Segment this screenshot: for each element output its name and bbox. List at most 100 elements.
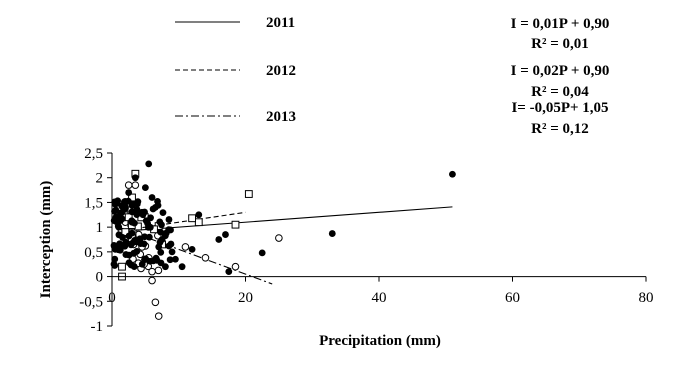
y-tick-label: 1 <box>96 220 104 236</box>
equation-2011: I = 0,01P + 0,90 <box>511 16 610 32</box>
data-point <box>133 211 141 218</box>
equation-2012: I = 0,02P + 0,90 <box>511 63 610 79</box>
data-point <box>152 254 160 262</box>
data-point <box>112 218 120 225</box>
data-point <box>125 189 133 196</box>
r-squared-2013: R² = 0,12 <box>531 121 589 137</box>
legend: 2011 2012 2013 <box>175 15 296 125</box>
data-point <box>142 255 150 263</box>
data-point <box>155 243 163 251</box>
data-point <box>133 248 141 255</box>
data-point <box>172 255 179 263</box>
data-point <box>118 208 126 216</box>
data-point <box>178 263 186 271</box>
data-point <box>151 203 159 211</box>
data-point <box>225 268 233 276</box>
data-point <box>144 223 152 231</box>
data-point <box>145 160 153 168</box>
data-point <box>128 218 136 226</box>
data-point <box>131 174 139 182</box>
data-point <box>194 218 203 227</box>
data-point <box>158 236 166 243</box>
data-point <box>148 276 156 285</box>
data-point <box>138 208 146 216</box>
equation-2013: I= -0,05P+ 1,05 <box>511 100 608 116</box>
x-tick-label: 0 <box>108 290 116 306</box>
data-point <box>121 199 129 206</box>
data-point <box>151 298 160 307</box>
data-point <box>167 240 175 248</box>
data-point <box>154 312 163 320</box>
data-point <box>449 170 456 178</box>
x-tick-label: 60 <box>505 290 520 306</box>
data-point <box>148 194 156 201</box>
data-point <box>114 199 121 207</box>
data-point <box>188 214 196 223</box>
y-tick-label: -0,5 <box>79 294 103 310</box>
data-point <box>157 248 165 256</box>
data-point <box>131 236 139 244</box>
data-point <box>328 230 336 237</box>
data-point <box>231 262 240 271</box>
data-point <box>111 245 119 253</box>
data-point <box>122 238 130 246</box>
data-point <box>154 197 161 205</box>
y-tick-label: -1 <box>91 319 104 335</box>
data-point <box>162 263 169 271</box>
x-tick-label: 20 <box>238 290 253 306</box>
data-point <box>165 216 173 223</box>
data-point <box>115 223 123 231</box>
data-point <box>215 236 223 243</box>
data-point <box>222 231 229 238</box>
data-point <box>111 255 119 263</box>
data-point <box>159 209 167 217</box>
plot-area <box>110 160 456 320</box>
data-point <box>157 228 164 236</box>
data-point <box>231 220 240 229</box>
data-point <box>127 261 135 269</box>
legend-label-2013: 2013 <box>266 109 296 125</box>
y-axis-title: Interception (mm) <box>38 181 54 299</box>
data-point <box>145 233 153 241</box>
data-point <box>181 243 190 251</box>
legend-label-2012: 2012 <box>266 63 296 79</box>
data-point <box>195 211 203 219</box>
x-tick-label: 40 <box>372 290 387 306</box>
data-point <box>133 206 141 213</box>
data-point <box>137 240 145 248</box>
series-2011 <box>110 160 456 276</box>
data-point <box>244 190 253 198</box>
y-tick-label: 0 <box>96 270 104 286</box>
y-tick-label: 1,5 <box>84 195 103 211</box>
y-tick-label: 0,5 <box>84 245 103 261</box>
data-point <box>156 218 164 226</box>
data-point <box>168 248 176 256</box>
legend-label-2011: 2011 <box>266 15 295 31</box>
r-squared-2011: R² = 0,01 <box>531 36 589 52</box>
data-point <box>275 234 283 242</box>
data-point <box>115 231 123 239</box>
data-point <box>165 226 173 234</box>
data-point <box>112 206 120 214</box>
trendline-2012 <box>118 211 246 232</box>
data-point <box>141 184 149 192</box>
data-point <box>258 249 266 257</box>
data-point <box>188 245 196 253</box>
data-point <box>154 266 163 275</box>
trendline-2011 <box>118 206 453 233</box>
axes: 2,521,510,50-0,5-10 20 40 60 80Precipitation… <box>38 146 654 349</box>
data-point <box>128 229 136 237</box>
data-point <box>148 267 156 276</box>
data-point <box>147 214 154 222</box>
data-point <box>131 181 140 189</box>
x-axis-title: Precipitation (mm) <box>319 333 441 349</box>
data-point <box>201 253 210 262</box>
data-point <box>124 181 133 189</box>
equations: I = 0,01P + 0,90 R² = 0,01 I = 0,02P + 0,9… <box>511 16 610 137</box>
x-tick-label: 80 <box>639 290 654 306</box>
data-point <box>122 251 130 258</box>
y-tick-label: 2,5 <box>84 146 103 162</box>
y-tick-label: 2 <box>96 171 104 187</box>
